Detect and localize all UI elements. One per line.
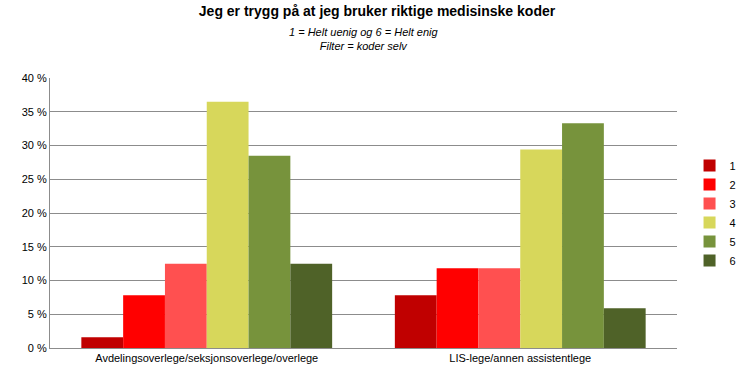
svg-text:5: 5 bbox=[730, 236, 736, 248]
svg-text:30 %: 30 % bbox=[22, 139, 47, 151]
svg-text:15 %: 15 % bbox=[22, 241, 47, 253]
svg-text:5 %: 5 % bbox=[28, 308, 47, 320]
svg-text:20 %: 20 % bbox=[22, 207, 47, 219]
svg-text:25 %: 25 % bbox=[22, 173, 47, 185]
svg-text:LIS-lege/annen assistentlege: LIS-lege/annen assistentlege bbox=[449, 352, 591, 364]
svg-text:6: 6 bbox=[730, 255, 736, 267]
svg-text:0 %: 0 % bbox=[28, 342, 47, 354]
svg-text:35 %: 35 % bbox=[22, 106, 47, 118]
svg-text:Avdelingsoverlege/seksjonsover: Avdelingsoverlege/seksjonsoverlege/overl… bbox=[95, 352, 318, 364]
svg-text:1 = Helt uenig og 6 = Helt eni: 1 = Helt uenig og 6 = Helt enigFilter = … bbox=[289, 26, 438, 52]
svg-text:10 %: 10 % bbox=[22, 274, 47, 286]
svg-text:Jeg er trygg på at jeg bruker: Jeg er trygg på at jeg bruker riktige me… bbox=[199, 3, 556, 19]
svg-text:3: 3 bbox=[730, 198, 736, 210]
svg-text:1: 1 bbox=[730, 160, 736, 172]
svg-text:2: 2 bbox=[730, 179, 736, 191]
svg-text:4: 4 bbox=[730, 217, 736, 229]
svg-text:40 %: 40 % bbox=[22, 72, 47, 84]
